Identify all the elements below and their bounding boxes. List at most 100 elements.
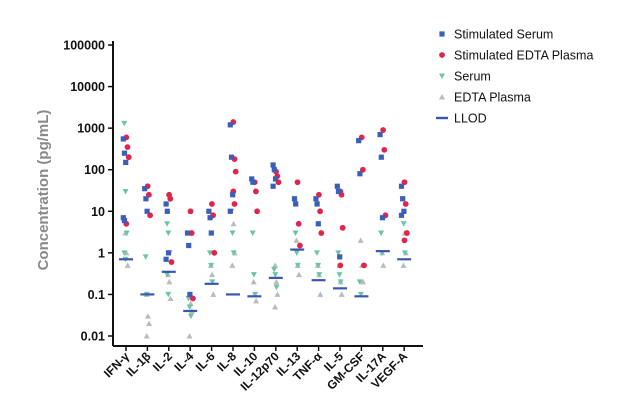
llod-lines (119, 248, 412, 313)
point-square-1 (227, 122, 233, 128)
point-square-1 (249, 176, 255, 182)
point-triangle-up-4 (338, 291, 345, 297)
legend-label: LLOD (454, 112, 487, 126)
point-triangle-up-4 (250, 278, 257, 285)
point-square-1 (186, 242, 192, 249)
point-square-1 (208, 230, 214, 236)
point-circle-2 (317, 208, 323, 215)
point-triangle-up-4 (209, 271, 216, 278)
y-tick-label: 1000 (77, 122, 105, 136)
point-square-1 (291, 196, 298, 202)
point-circle-2 (294, 179, 301, 186)
point-square-1 (120, 215, 126, 221)
point-square-1 (313, 196, 319, 202)
point-square-1 (293, 201, 299, 207)
point-triangle-down-3 (249, 230, 256, 237)
point-triangle-up-4 (253, 297, 260, 304)
point-square-1 (378, 154, 384, 160)
y-tick-label: 0.01 (81, 330, 105, 344)
point-circle-2 (209, 201, 215, 207)
legend-swatch-1 (439, 31, 445, 37)
point-triangle-down-3 (209, 279, 216, 285)
point-circle-2 (187, 208, 194, 215)
point-circle-2 (380, 127, 386, 133)
point-triangle-up-4 (274, 291, 281, 297)
point-square-1 (163, 256, 169, 262)
point-triangle-down-3 (165, 230, 172, 237)
point-square-1 (401, 208, 407, 214)
point-triangle-up-4 (229, 262, 236, 268)
point-triangle-up-4 (124, 262, 131, 268)
point-triangle-down-3 (121, 120, 128, 127)
y-tick-label: 10 (91, 205, 105, 219)
point-circle-2 (295, 220, 302, 227)
point-square-1 (184, 230, 191, 236)
point-triangle-down-3 (164, 272, 171, 278)
point-circle-2 (168, 259, 175, 265)
point-triangle-down-3 (229, 230, 236, 237)
point-circle-2 (297, 242, 303, 249)
point-square-1 (207, 215, 213, 221)
point-triangle-up-4 (166, 278, 173, 285)
point-triangle-up-4 (272, 262, 279, 268)
point-triangle-up-4 (380, 262, 387, 268)
point-triangle-down-3 (315, 262, 322, 269)
point-square-1 (250, 179, 256, 185)
point-triangle-down-3 (356, 279, 363, 285)
point-triangle-up-4 (357, 237, 364, 243)
point-triangle-up-4 (360, 278, 367, 285)
point-circle-2 (254, 208, 260, 215)
point-circle-2 (167, 195, 174, 202)
y-axis-label: Concentration (pg/mL) (35, 110, 52, 271)
y-tick-label: 100000 (63, 39, 105, 53)
data-points (120, 119, 410, 339)
point-triangle-up-4 (143, 333, 150, 339)
point-circle-2 (318, 230, 325, 236)
point-square-1 (335, 188, 342, 195)
point-circle-2 (124, 144, 131, 150)
point-square-1 (377, 131, 383, 138)
point-square-1 (357, 171, 363, 177)
point-square-1 (337, 254, 343, 260)
point-triangle-down-3 (378, 230, 385, 237)
point-circle-2 (188, 230, 195, 236)
point-triangle-down-3 (187, 313, 194, 320)
point-triangle-down-3 (401, 250, 408, 256)
legend-swatch-4 (439, 94, 445, 100)
point-circle-2 (404, 230, 410, 236)
point-triangle-up-4 (400, 262, 407, 268)
point-circle-2 (125, 154, 132, 161)
point-triangle-down-3 (208, 262, 215, 269)
point-square-1 (270, 183, 276, 189)
point-triangle-down-3 (230, 250, 237, 256)
point-triangle-down-3 (165, 291, 172, 298)
point-square-1 (270, 162, 276, 168)
point-triangle-down-3 (336, 272, 343, 278)
point-circle-2 (232, 168, 239, 175)
point-square-1 (120, 136, 126, 142)
point-triangle-up-4 (210, 291, 217, 297)
point-circle-2 (253, 188, 259, 195)
point-square-1 (121, 217, 128, 224)
point-square-1 (334, 183, 340, 189)
point-triangle-up-4 (295, 271, 302, 278)
y-tick-label: 10000 (70, 80, 105, 94)
point-circle-2 (231, 201, 238, 207)
point-square-1 (164, 208, 170, 214)
point-triangle-down-3 (164, 221, 171, 227)
point-circle-2 (381, 146, 388, 153)
y-tick-label: 1 (98, 246, 105, 260)
point-square-1 (400, 196, 406, 202)
point-triangle-down-3 (142, 254, 149, 260)
point-triangle-down-3 (357, 291, 364, 298)
y-tick-label: 100 (84, 163, 105, 177)
point-square-1 (142, 186, 148, 192)
point-square-1 (227, 208, 233, 214)
point-triangle-down-3 (250, 272, 257, 278)
point-triangle-up-4 (317, 291, 324, 297)
point-triangle-down-3 (335, 250, 342, 256)
point-triangle-down-3 (185, 295, 192, 302)
point-triangle-down-3 (121, 250, 128, 256)
point-triangle-down-3 (313, 250, 320, 256)
point-triangle-up-4 (186, 333, 193, 339)
